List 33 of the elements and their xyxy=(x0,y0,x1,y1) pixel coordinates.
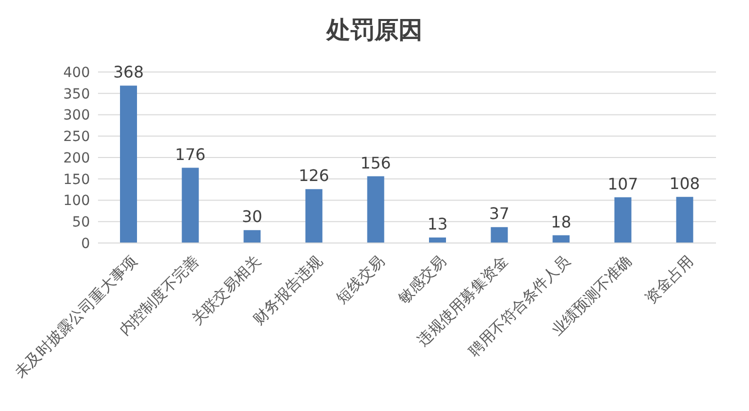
x-tick-label: 短线交易 xyxy=(332,252,388,308)
data-label: 18 xyxy=(550,212,572,232)
data-label: 37 xyxy=(489,204,510,224)
y-tick-label: 150 xyxy=(63,172,90,188)
bar xyxy=(676,196,694,243)
data-label: 108 xyxy=(669,174,700,193)
y-tick-label: 300 xyxy=(63,108,90,124)
chart-title: 处罚原因 xyxy=(325,15,424,46)
y-tick-label: 100 xyxy=(63,193,90,210)
bar xyxy=(490,227,508,243)
data-label: 368 xyxy=(113,62,144,82)
y-tick-label: 250 xyxy=(63,129,90,146)
bar xyxy=(120,86,137,243)
y-tick-label: 400 xyxy=(63,64,90,81)
bar xyxy=(367,176,384,243)
bar xyxy=(552,235,570,243)
x-tick-label: 敏感交易 xyxy=(394,252,450,308)
data-label: 126 xyxy=(298,166,330,186)
data-label: 13 xyxy=(427,214,448,234)
x-tick-label: 资金占用 xyxy=(642,252,697,308)
y-tick-label: 50 xyxy=(72,214,90,231)
bar xyxy=(614,197,632,243)
bar xyxy=(429,237,446,243)
data-label: 107 xyxy=(608,174,638,194)
bar xyxy=(182,168,199,243)
data-label: 30 xyxy=(242,207,262,226)
y-tick-label: 200 xyxy=(63,150,90,166)
y-tick-label: 350 xyxy=(63,86,90,102)
data-label: 176 xyxy=(175,144,206,164)
y-tick-label: 0 xyxy=(81,236,90,252)
data-label: 156 xyxy=(360,153,391,172)
bar xyxy=(244,230,261,243)
bar xyxy=(305,189,322,243)
